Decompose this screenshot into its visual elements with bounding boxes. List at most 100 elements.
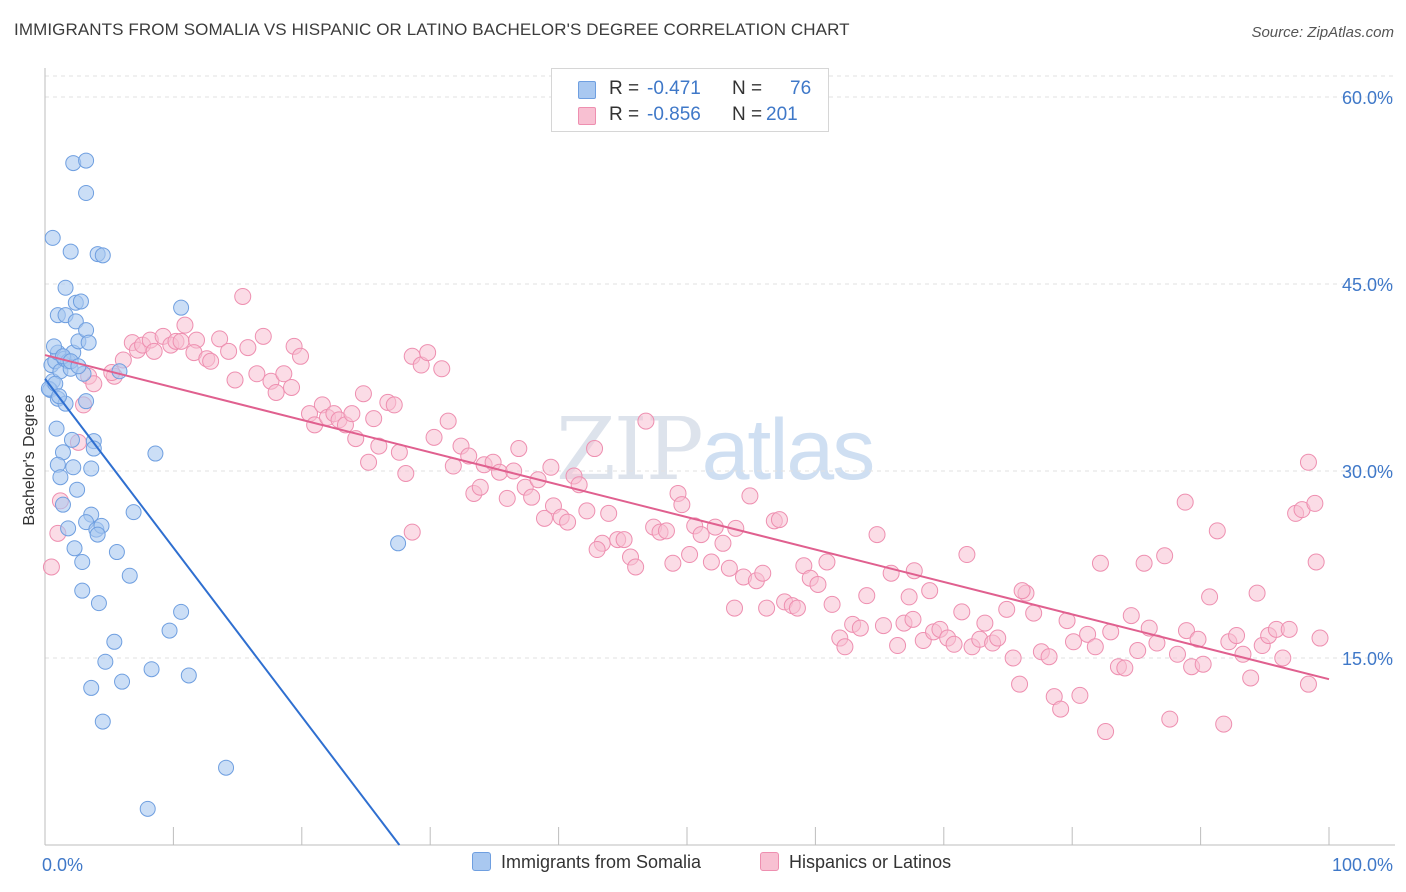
data-point-hispanic bbox=[1201, 588, 1219, 606]
data-point-hispanic bbox=[275, 365, 293, 383]
data-point-hispanic bbox=[1194, 655, 1212, 673]
data-point-hispanic bbox=[637, 412, 655, 430]
data-point-hispanic bbox=[681, 546, 699, 564]
data-point-hispanic bbox=[615, 531, 633, 549]
data-point-somalia bbox=[390, 535, 407, 552]
data-point-hispanic bbox=[267, 383, 285, 401]
data-point-hispanic bbox=[1306, 494, 1324, 512]
data-point-hispanic bbox=[176, 316, 194, 334]
data-point-hispanic bbox=[600, 504, 618, 522]
data-point-hispanic bbox=[283, 378, 301, 396]
data-point-somalia bbox=[44, 229, 61, 246]
data-point-hispanic bbox=[370, 437, 388, 455]
data-point-hispanic bbox=[439, 412, 457, 430]
data-point-somalia bbox=[139, 800, 156, 817]
data-point-hispanic bbox=[1052, 700, 1070, 718]
data-point-hispanic bbox=[874, 617, 892, 635]
legend-n-value: 201 bbox=[766, 104, 798, 125]
data-point-hispanic bbox=[1242, 669, 1260, 687]
data-point-hispanic bbox=[535, 509, 553, 527]
data-point-hispanic bbox=[578, 502, 596, 520]
x-tick-label: 100.0% bbox=[1332, 855, 1393, 875]
legend-r-value: -0.471 bbox=[647, 78, 701, 99]
data-point-somalia bbox=[106, 633, 123, 650]
data-point-hispanic bbox=[692, 526, 710, 544]
data-point-somalia bbox=[121, 567, 138, 584]
correlation-legend: R = -0.471 N = 76 R = -0.856 N = 201 bbox=[551, 68, 829, 132]
data-point-hispanic bbox=[664, 554, 682, 572]
axis-labels: 15.0% 30.0% 45.0% 60.0% 0.0% 100.0% Bachelor's… bbox=[21, 88, 1393, 875]
data-point-hispanic bbox=[823, 595, 841, 613]
trend-line-hispanic bbox=[44, 354, 1330, 681]
data-point-hispanic bbox=[758, 599, 776, 617]
data-point-hispanic bbox=[172, 332, 190, 350]
legend-r-label: R = bbox=[609, 104, 640, 125]
data-point-somalia bbox=[78, 393, 95, 410]
data-point-hispanic bbox=[706, 518, 724, 536]
data-point-hispanic bbox=[1248, 584, 1266, 602]
data-point-hispanic bbox=[1135, 554, 1153, 572]
data-point-hispanic bbox=[397, 464, 415, 482]
data-point-hispanic bbox=[1215, 715, 1233, 733]
data-point-hispanic bbox=[1176, 493, 1194, 511]
data-point-hispanic bbox=[1122, 607, 1140, 625]
y-axis-title: Bachelor's Degree bbox=[21, 394, 38, 525]
legend-n-label: N = bbox=[732, 104, 763, 125]
data-point-hispanic bbox=[343, 405, 361, 423]
trend-lines bbox=[44, 354, 1330, 846]
data-point-hispanic bbox=[858, 587, 876, 605]
data-point-hispanic bbox=[403, 523, 421, 541]
data-point-hispanic bbox=[365, 410, 383, 428]
data-point-somalia bbox=[80, 334, 97, 351]
data-point-hispanic bbox=[471, 478, 489, 496]
data-point-hispanic bbox=[1189, 630, 1207, 648]
data-point-hispanic bbox=[220, 342, 238, 360]
data-point-somalia bbox=[72, 293, 89, 310]
data-point-hispanic bbox=[900, 588, 918, 606]
legend-item-somalia[interactable]: Immigrants from Somalia bbox=[472, 852, 701, 873]
data-point-hispanic bbox=[726, 599, 744, 617]
data-point-somalia bbox=[94, 713, 111, 730]
data-point-hispanic bbox=[741, 487, 759, 505]
data-point-somalia bbox=[54, 496, 71, 513]
data-point-hispanic bbox=[1129, 642, 1147, 660]
data-point-somalia bbox=[48, 420, 65, 437]
data-point-hispanic bbox=[510, 440, 528, 458]
gridlines bbox=[45, 75, 1395, 659]
data-point-hispanic bbox=[836, 638, 854, 656]
data-point-somalia bbox=[94, 247, 111, 264]
data-point-hispanic bbox=[385, 396, 403, 414]
trend-line-somalia bbox=[44, 378, 401, 846]
legend-label-hispanic: Hispanics or Latinos bbox=[789, 852, 952, 872]
data-point-somalia bbox=[125, 504, 142, 521]
data-point-hispanic bbox=[1177, 622, 1195, 640]
data-point-hispanic bbox=[559, 513, 577, 531]
data-point-hispanic bbox=[1161, 710, 1179, 728]
data-point-hispanic bbox=[657, 522, 675, 540]
data-point-somalia bbox=[62, 243, 79, 260]
data-point-hispanic bbox=[770, 511, 788, 529]
data-point-somalia bbox=[85, 440, 102, 457]
data-point-hispanic bbox=[1116, 659, 1134, 677]
data-point-somalia bbox=[218, 759, 235, 776]
data-point-hispanic bbox=[889, 637, 907, 655]
data-point-hispanic bbox=[976, 614, 994, 632]
data-point-hispanic bbox=[254, 327, 272, 345]
chart-title: IMMIGRANTS FROM SOMALIA VS HISPANIC OR L… bbox=[14, 20, 850, 39]
legend-item-hispanic[interactable]: Hispanics or Latinos bbox=[760, 852, 951, 873]
data-point-hispanic bbox=[788, 599, 806, 617]
data-point-hispanic bbox=[354, 385, 372, 403]
data-point-hispanic bbox=[1011, 675, 1029, 693]
data-point-hispanic bbox=[851, 619, 869, 637]
legend-swatch-somalia bbox=[472, 852, 491, 871]
data-point-hispanic bbox=[1299, 453, 1317, 471]
y-tick-label: 60.0% bbox=[1342, 88, 1393, 108]
legend-swatch-hispanic bbox=[760, 852, 779, 871]
data-point-hispanic bbox=[1013, 582, 1031, 600]
data-point-hispanic bbox=[958, 546, 976, 564]
data-point-hispanic bbox=[1299, 675, 1317, 693]
data-point-somalia bbox=[78, 152, 95, 169]
data-point-hispanic bbox=[809, 575, 827, 593]
axes bbox=[44, 68, 1395, 846]
data-point-hispanic bbox=[239, 339, 257, 357]
